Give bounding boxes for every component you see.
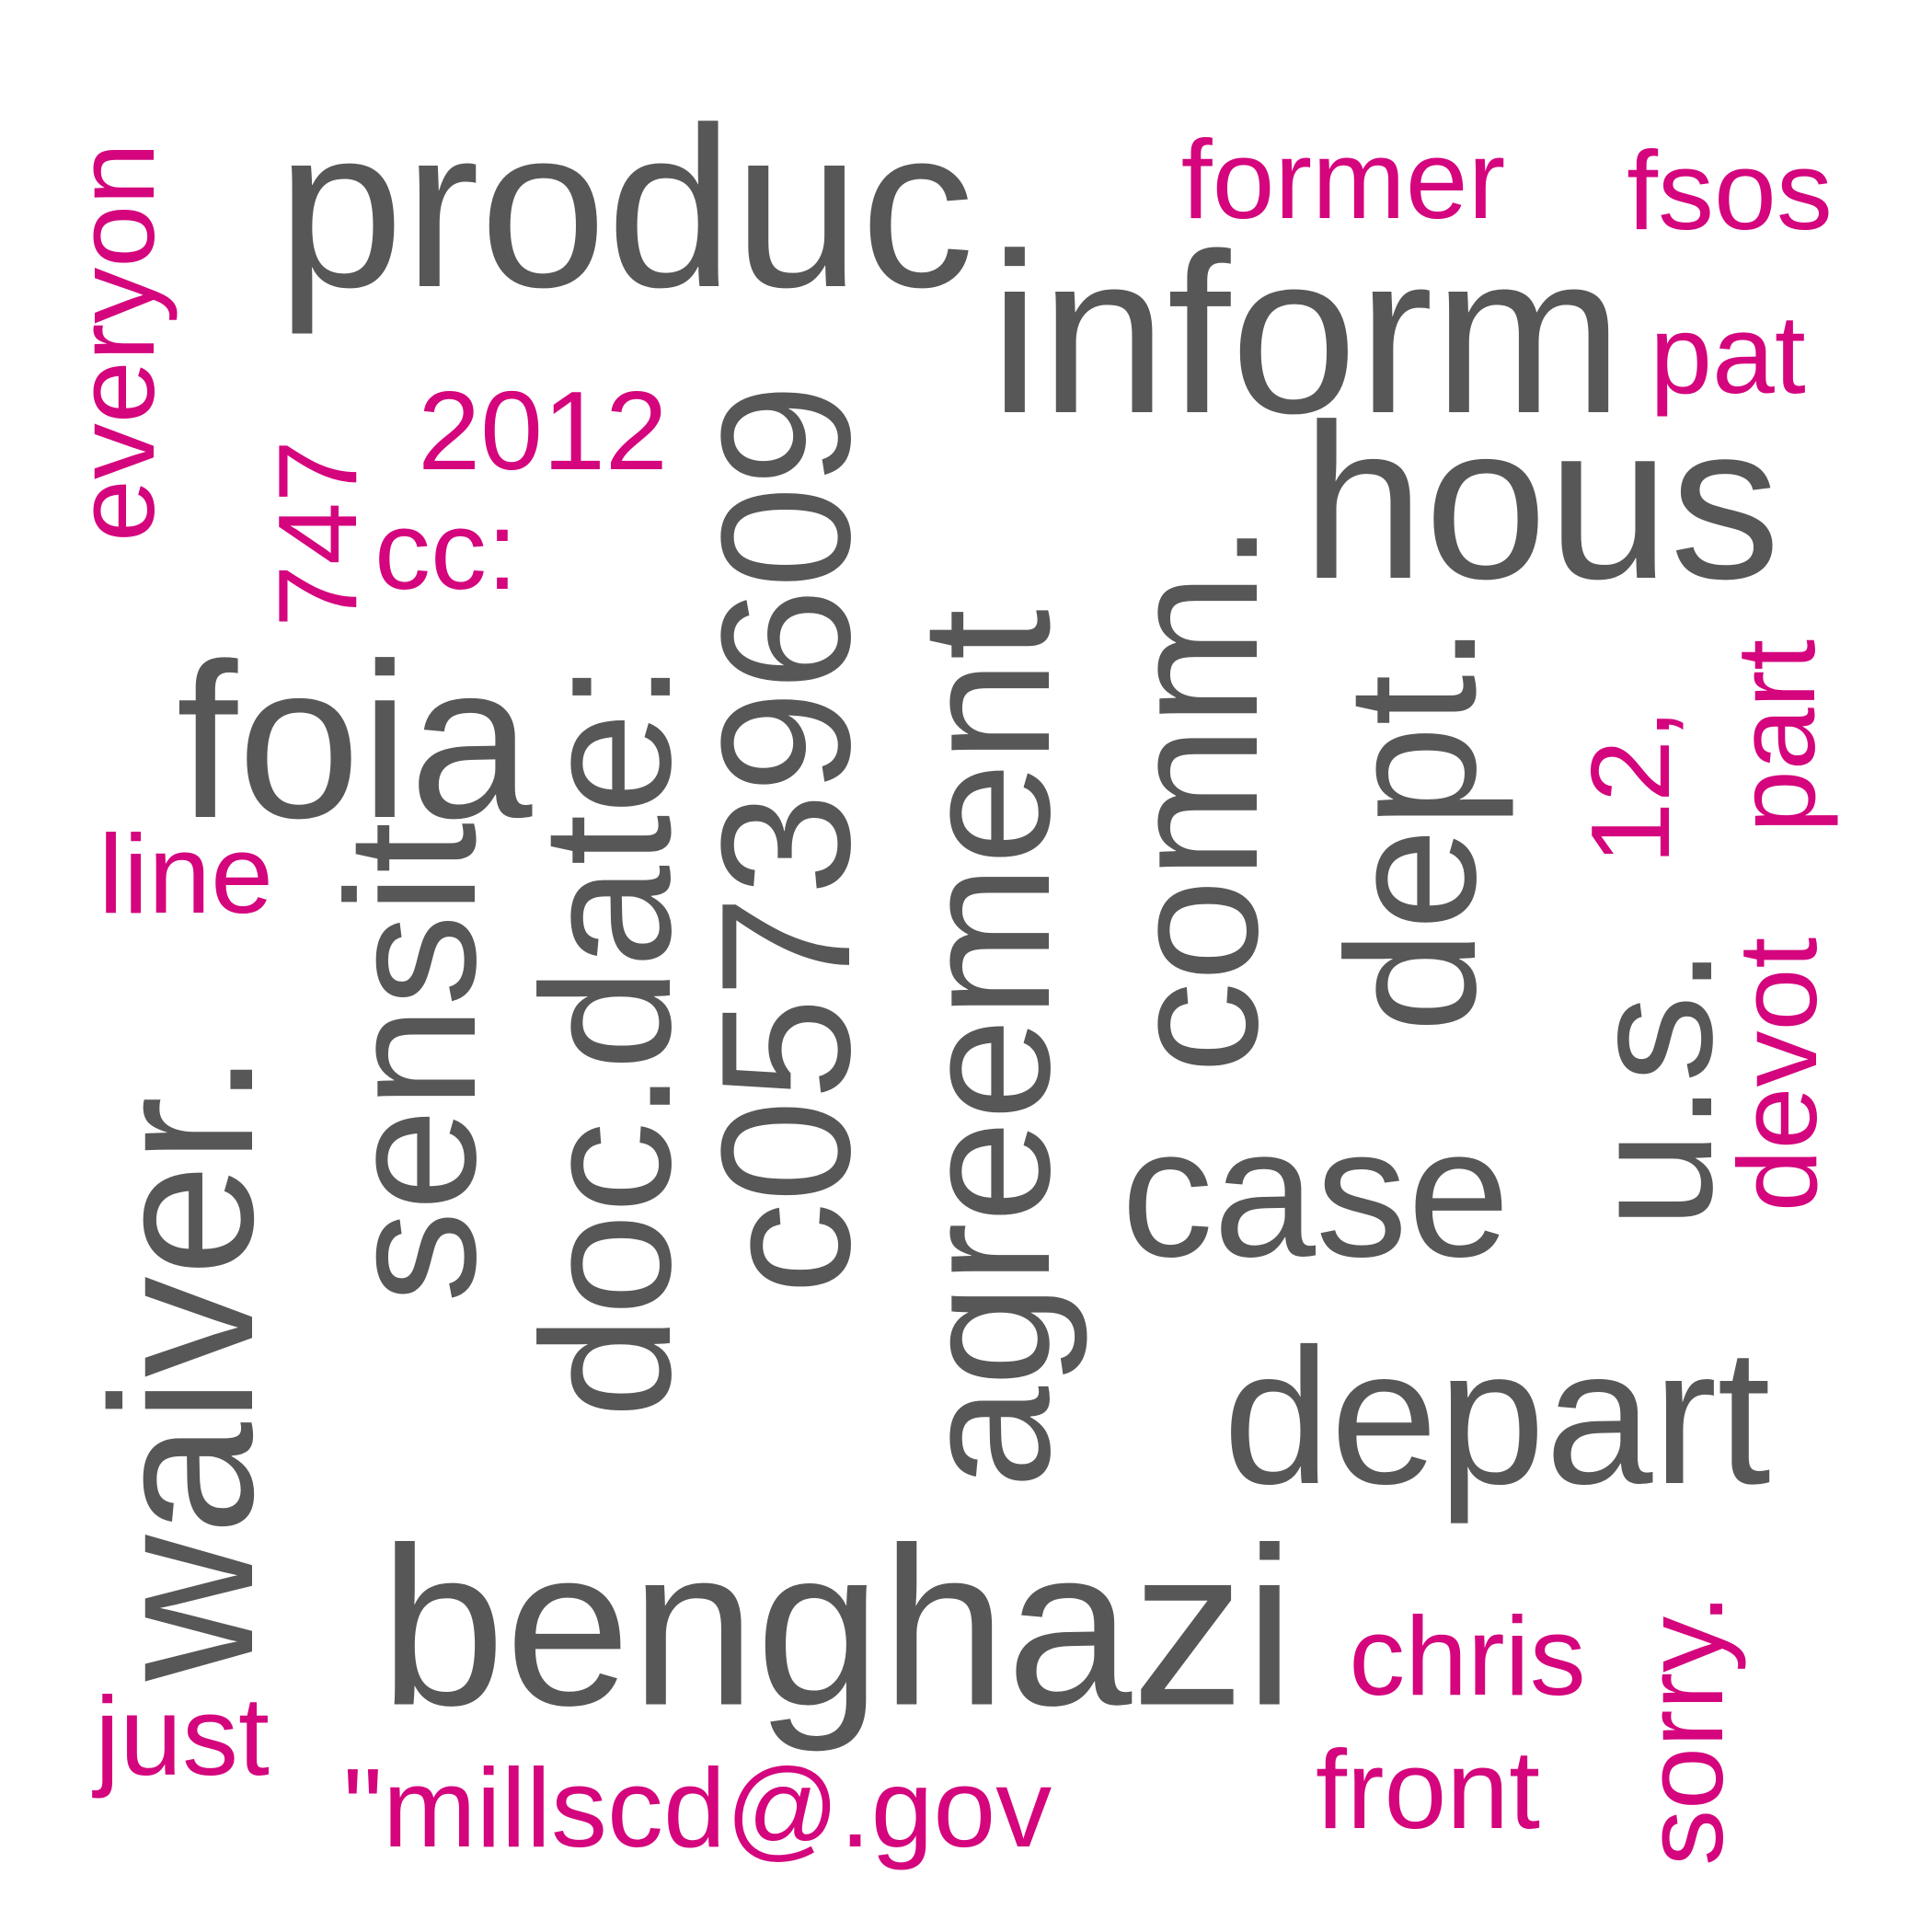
word-benghazi: benghazi bbox=[379, 1500, 1295, 1753]
word-cc: cc: bbox=[374, 488, 518, 613]
word-sensit: sensit bbox=[309, 822, 514, 1304]
word-front: front bbox=[1315, 1727, 1541, 1852]
word-chris: chris bbox=[1349, 1593, 1586, 1719]
word-everyon: everyon bbox=[52, 142, 178, 543]
word-doc-date: doc.date: bbox=[504, 661, 709, 1419]
word-747: 747 bbox=[255, 440, 380, 627]
word-c05739609: c05739609 bbox=[684, 384, 889, 1294]
word-pat: pat bbox=[1650, 292, 1806, 417]
word-fsos: fsos bbox=[1627, 128, 1833, 253]
word-dept: dept. bbox=[1309, 623, 1514, 1033]
word-inform: inform bbox=[989, 205, 1624, 461]
word-waiver: waiver. bbox=[69, 1051, 295, 1682]
word-foia: foia bbox=[176, 617, 533, 864]
word-us: u.s. bbox=[1554, 946, 1749, 1229]
word-produc: produc bbox=[276, 79, 975, 335]
word-just: just bbox=[95, 1673, 270, 1799]
word-part: part bbox=[1713, 638, 1838, 834]
word-depart: depart bbox=[1223, 1308, 1771, 1524]
word-millscd: "millscd@.gov bbox=[342, 1745, 1052, 1870]
word-agreement: agreement bbox=[883, 608, 1088, 1489]
word-case: case bbox=[1121, 1090, 1511, 1295]
word-12: 12, bbox=[1568, 708, 1693, 865]
word-sorry: sorry. bbox=[1621, 1593, 1746, 1866]
word-former: former bbox=[1180, 117, 1506, 242]
word-hous: hous bbox=[1301, 378, 1781, 625]
word-line: line bbox=[98, 811, 273, 937]
word-2012: 2012 bbox=[418, 368, 668, 493]
word-comm: comm. bbox=[1091, 522, 1296, 1074]
word-devot: devot bbox=[1715, 937, 1840, 1213]
